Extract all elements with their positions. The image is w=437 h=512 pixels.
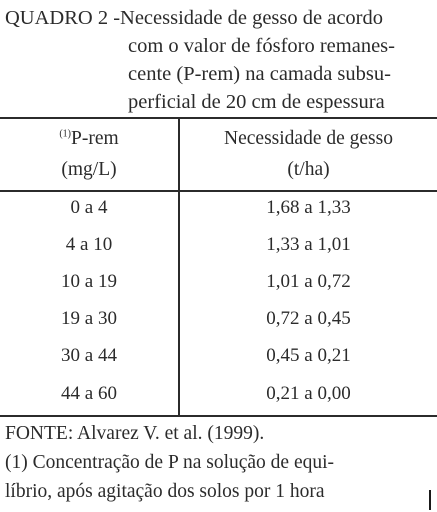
- header-p-rem: (1)P-rem: [0, 125, 178, 153]
- header-gesso-unit: (t/ha): [287, 159, 330, 180]
- text-cursor: [429, 490, 431, 510]
- table-cell-p-rem: 44 a 60: [61, 383, 117, 404]
- table-cell-gesso: 0,45 a 0,21: [266, 345, 351, 366]
- table-bottom-rule: [0, 415, 437, 417]
- caption-label: QUADRO 2 -: [5, 7, 121, 29]
- table-cell-p-rem: 19 a 30: [61, 308, 117, 329]
- table-cell-gesso: 1,68 a 1,33: [266, 197, 351, 218]
- table-cell-gesso: 1,33 a 1,01: [266, 234, 351, 255]
- caption-line-2: com o valor de fósforo remanes-: [128, 35, 395, 57]
- caption-line-3: cente (P-rem) na camada subsu-: [128, 63, 391, 85]
- table-cell-gesso: 0,21 a 0,00: [266, 383, 351, 404]
- table-cell-gesso: 0,72 a 0,45: [266, 308, 351, 329]
- table-column-divider: [178, 119, 180, 415]
- table-cell-gesso: 1,01 a 0,72: [266, 271, 351, 292]
- header-p-rem-unit: (mg/L): [61, 159, 117, 180]
- table-cell-p-rem: 30 a 44: [61, 345, 117, 366]
- caption-text-1: Necessidade de gesso de acordo: [120, 7, 384, 29]
- header-p-rem-title: P-rem: [71, 128, 119, 149]
- table-notes: FONTE: Alvarez V. et al. (1999). (1) Con…: [5, 419, 435, 506]
- footnote-line-2: líbrio, após agitação dos solos por 1 ho…: [5, 481, 325, 502]
- caption-line-1: QUADRO 2 - Necessidade de gesso de acord…: [5, 4, 430, 32]
- table-cell-p-rem: 4 a 10: [65, 234, 113, 255]
- table-top-rule: [0, 117, 437, 119]
- table-cell-p-rem: 0 a 4: [70, 197, 108, 218]
- table-header-rule: [0, 190, 437, 192]
- footnote-mark: (1): [59, 128, 71, 140]
- caption-line-4: perficial de 20 cm de espessura: [128, 91, 385, 113]
- table-caption: QUADRO 2 - Necessidade de gesso de acord…: [5, 4, 430, 116]
- source-note: FONTE: Alvarez V. et al. (1999).: [5, 423, 265, 444]
- header-gesso: Necessidade de gesso: [224, 128, 393, 149]
- footnote-line-1: (1) Concentração de P na solução de equi…: [5, 452, 335, 473]
- table-cell-p-rem: 10 a 19: [61, 271, 117, 292]
